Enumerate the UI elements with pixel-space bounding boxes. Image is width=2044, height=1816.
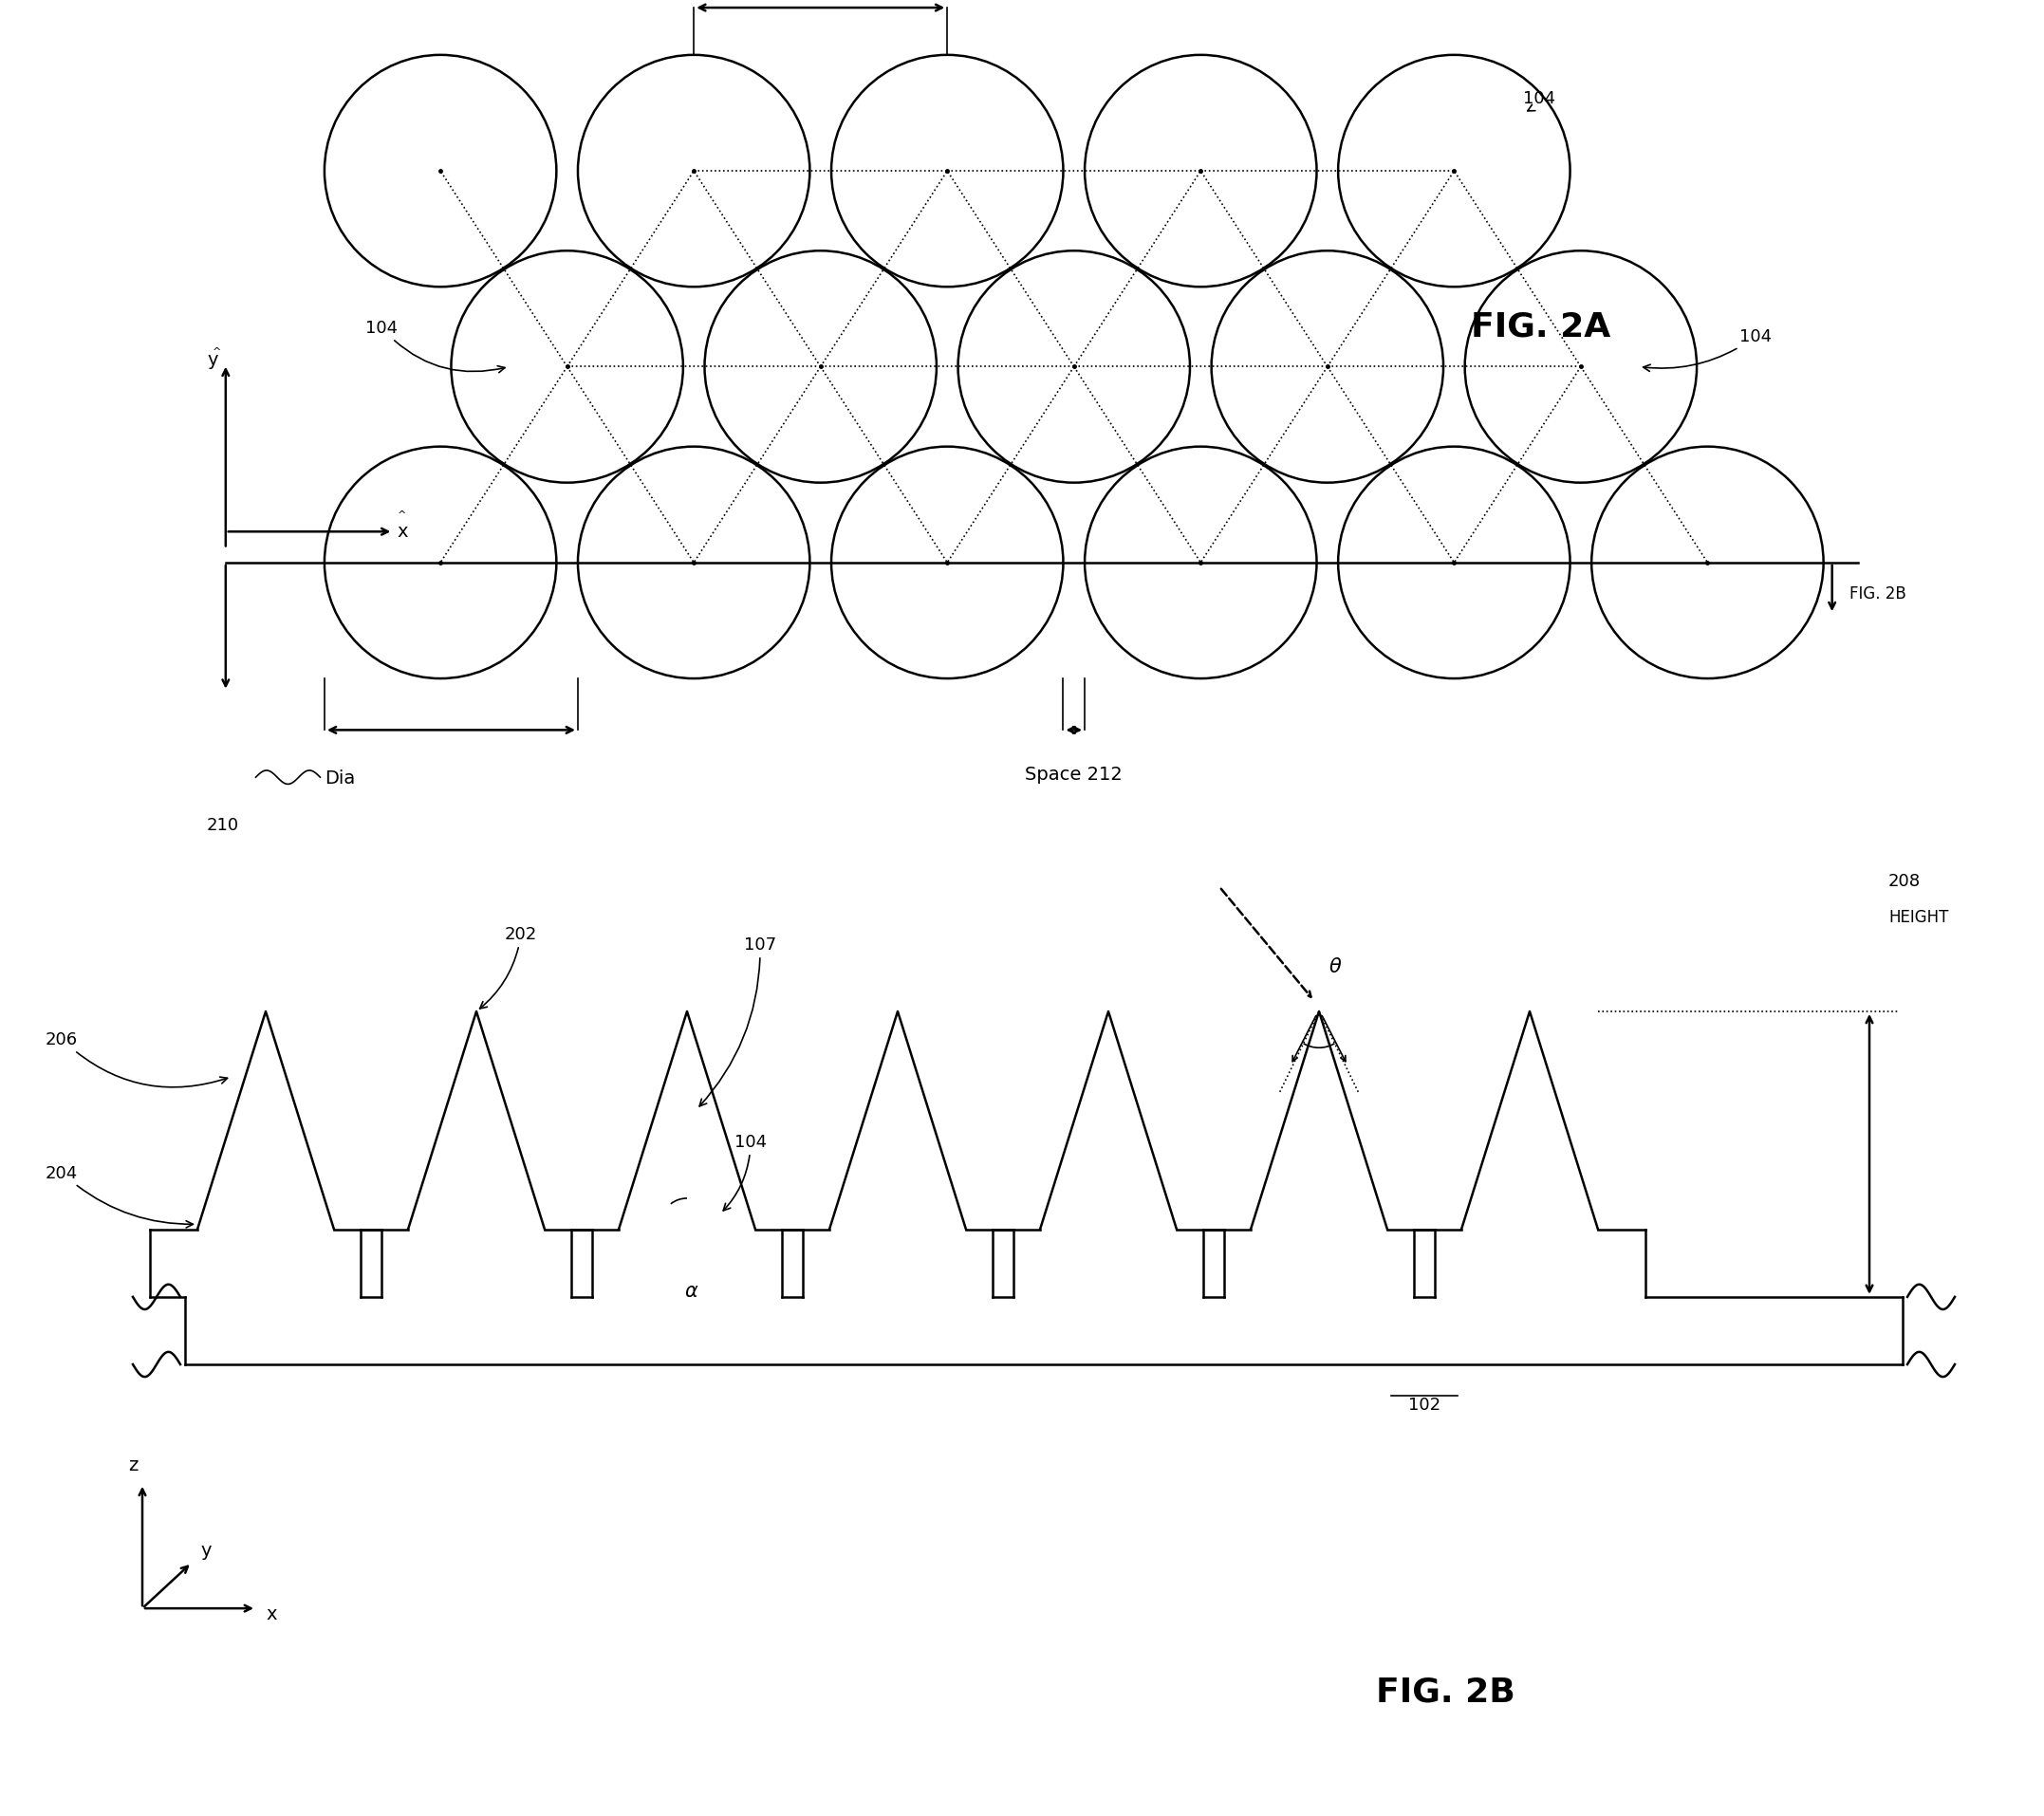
Text: 102: 102	[1408, 1397, 1441, 1413]
Text: x: x	[397, 523, 409, 541]
Text: 104: 104	[1643, 329, 1772, 372]
Text: 202: 202	[480, 926, 538, 1010]
Text: FIG. 2A: FIG. 2A	[1472, 311, 1611, 343]
Text: y: y	[206, 350, 219, 369]
Text: ^: ^	[213, 347, 221, 356]
Text: 104: 104	[724, 1133, 766, 1211]
Text: Space 212: Space 212	[1026, 765, 1122, 783]
Text: ^: ^	[397, 510, 407, 519]
Text: FIG. 2B: FIG. 2B	[1376, 1676, 1515, 1707]
Text: 210: 210	[206, 817, 239, 834]
Text: FIG. 2B: FIG. 2B	[1850, 585, 1905, 601]
Text: z: z	[129, 1456, 137, 1473]
Text: 208: 208	[1889, 872, 1921, 890]
Text: HEIGHT: HEIGHT	[1889, 908, 1948, 926]
Text: 104: 104	[366, 320, 505, 374]
Text: $\theta$: $\theta$	[1329, 957, 1343, 975]
Text: 206: 206	[45, 1031, 227, 1088]
Text: $\alpha$: $\alpha$	[685, 1282, 699, 1300]
Text: 107: 107	[699, 937, 777, 1106]
Text: y: y	[200, 1540, 211, 1558]
Text: x: x	[266, 1605, 276, 1624]
Text: 104: 104	[1523, 89, 1555, 113]
Text: 204: 204	[45, 1164, 192, 1228]
Text: Dia: Dia	[325, 768, 356, 786]
